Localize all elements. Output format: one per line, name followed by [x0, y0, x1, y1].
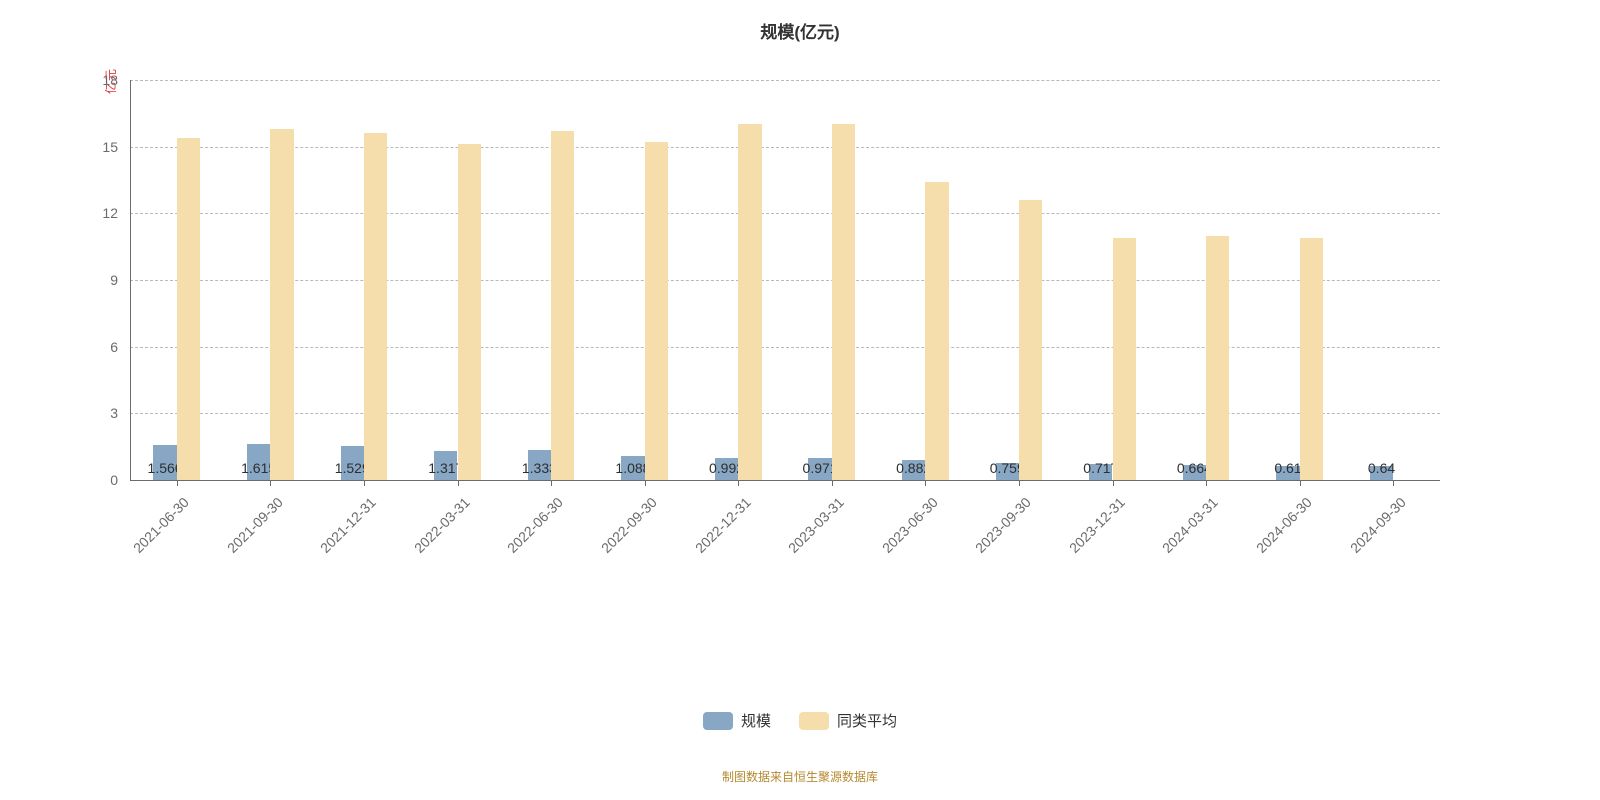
bar-同类平均 — [1206, 236, 1229, 480]
y-axis-line — [130, 80, 131, 480]
bar-同类平均 — [364, 133, 387, 480]
bar-同类平均 — [832, 124, 855, 480]
bar-同类平均 — [645, 142, 668, 480]
plot-area: 03691215181.5662021-06-301.6152021-09-30… — [130, 80, 1440, 480]
bar-同类平均 — [551, 131, 574, 480]
y-tick-label: 12 — [102, 205, 118, 221]
x-axis-line — [130, 480, 1440, 481]
grid-line — [130, 213, 1440, 214]
x-tick — [1393, 480, 1394, 486]
grid-line — [130, 280, 1440, 281]
x-tick — [925, 480, 926, 486]
x-tick — [1019, 480, 1020, 486]
bar-同类平均 — [738, 124, 761, 480]
x-tick-label: 2022-06-30 — [504, 494, 566, 556]
bar-同类平均 — [270, 129, 293, 480]
x-tick-label: 2022-09-30 — [598, 494, 660, 556]
bar-同类平均 — [1300, 238, 1323, 480]
bar-同类平均 — [177, 138, 200, 480]
y-tick-label: 9 — [110, 272, 118, 288]
grid-line — [130, 413, 1440, 414]
x-tick — [1300, 480, 1301, 486]
legend-swatch — [703, 712, 733, 730]
bar-value-label: 0.64 — [1368, 460, 1395, 476]
x-tick-label: 2023-03-31 — [785, 494, 847, 556]
x-tick — [177, 480, 178, 486]
y-tick-label: 18 — [102, 72, 118, 88]
bar-同类平均 — [925, 182, 948, 480]
x-tick — [458, 480, 459, 486]
y-tick-label: 6 — [110, 339, 118, 355]
y-tick-label: 3 — [110, 405, 118, 421]
x-tick-label: 2021-06-30 — [130, 494, 192, 556]
x-tick — [270, 480, 271, 486]
x-tick-label: 2024-09-30 — [1347, 494, 1409, 556]
x-tick — [1206, 480, 1207, 486]
legend-item: 同类平均 — [799, 710, 897, 731]
chart-title: 规模(亿元) — [0, 18, 1600, 43]
x-tick-label: 2023-06-30 — [879, 494, 941, 556]
bar-同类平均 — [1113, 238, 1136, 480]
bar-value-label: 0.61 — [1274, 460, 1301, 476]
legend-swatch — [799, 712, 829, 730]
legend-label: 规模 — [741, 710, 771, 731]
x-tick-label: 2021-09-30 — [224, 494, 286, 556]
x-tick-label: 2024-06-30 — [1253, 494, 1315, 556]
x-tick — [551, 480, 552, 486]
bar-同类平均 — [1019, 200, 1042, 480]
legend-label: 同类平均 — [837, 710, 897, 731]
grid-line — [130, 347, 1440, 348]
footer-note: 制图数据来自恒生聚源数据库 — [0, 768, 1600, 785]
legend: 规模 同类平均 — [0, 710, 1600, 731]
grid-line — [130, 80, 1440, 81]
chart-container: 规模(亿元) 亿元 03691215181.5662021-06-301.615… — [0, 0, 1600, 800]
grid-line — [130, 147, 1440, 148]
x-tick-label: 2023-09-30 — [972, 494, 1034, 556]
bar-同类平均 — [458, 144, 481, 480]
x-tick-label: 2024-03-31 — [1159, 494, 1221, 556]
y-tick-label: 15 — [102, 139, 118, 155]
y-tick-label: 0 — [110, 472, 118, 488]
legend-item: 规模 — [703, 710, 771, 731]
x-tick-label: 2023-12-31 — [1066, 494, 1128, 556]
x-tick-label: 2022-03-31 — [411, 494, 473, 556]
x-tick — [738, 480, 739, 486]
x-tick-label: 2021-12-31 — [317, 494, 379, 556]
x-tick — [364, 480, 365, 486]
x-tick-label: 2022-12-31 — [692, 494, 754, 556]
x-tick — [1113, 480, 1114, 486]
x-tick — [832, 480, 833, 486]
x-tick — [645, 480, 646, 486]
